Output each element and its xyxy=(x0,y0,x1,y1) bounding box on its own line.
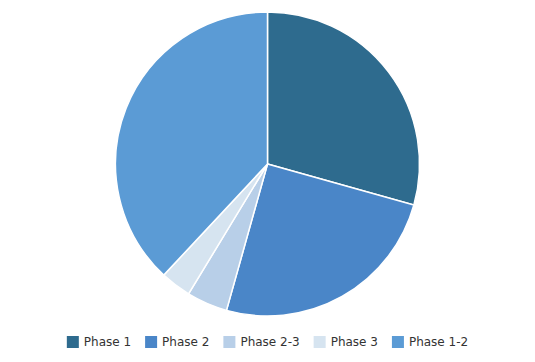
legend-item: Phase 3 xyxy=(314,335,378,349)
legend-item: Phase 2 xyxy=(145,335,209,349)
legend-label: Phase 2 xyxy=(162,335,209,349)
legend-swatch xyxy=(314,336,326,348)
legend-item: Phase 2-3 xyxy=(223,335,299,349)
pie xyxy=(116,12,420,316)
legend-label: Phase 1-2 xyxy=(409,335,468,349)
legend-swatch xyxy=(392,336,404,348)
legend-item: Phase 1-2 xyxy=(392,335,468,349)
legend-item: Phase 1 xyxy=(67,335,131,349)
legend-swatch xyxy=(223,336,235,348)
legend-swatch xyxy=(145,336,157,348)
legend: Phase 1 Phase 2 Phase 2-3 Phase 3 Phase 1-2 xyxy=(67,335,468,349)
legend-label: Phase 3 xyxy=(331,335,378,349)
chart: Phase 1 Phase 2 Phase 2-3 Phase 3 Phase 1-2 xyxy=(0,0,535,362)
legend-label: Phase 2-3 xyxy=(240,335,299,349)
legend-label: Phase 1 xyxy=(84,335,131,349)
legend-swatch xyxy=(67,336,79,348)
pie-slice xyxy=(116,12,268,275)
